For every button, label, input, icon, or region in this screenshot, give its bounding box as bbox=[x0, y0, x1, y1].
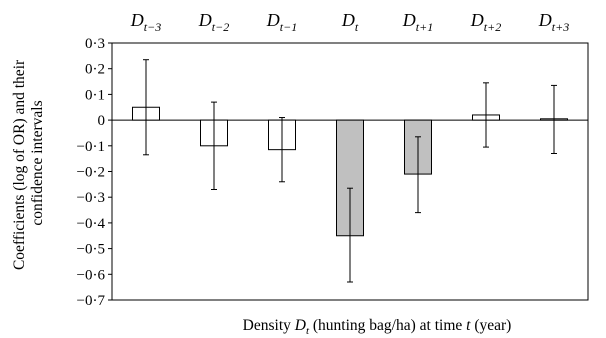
category-label-base: D bbox=[266, 10, 280, 30]
y-tick-label: −0·6 bbox=[77, 267, 106, 283]
category-label-base: D bbox=[538, 10, 552, 30]
category-label-sub: t+2 bbox=[484, 20, 501, 34]
category-label: Dt−1 bbox=[266, 10, 297, 34]
x-axis-title-var2: t bbox=[466, 317, 471, 334]
error-bar bbox=[143, 59, 149, 156]
category-label-sub: t+1 bbox=[416, 20, 433, 34]
x-axis-title-var: D bbox=[294, 317, 306, 334]
y-tick-label: −0·5 bbox=[77, 242, 105, 258]
error-bar bbox=[279, 117, 285, 183]
y-axis-title: Coefficients (log of OR) and their confi… bbox=[11, 56, 46, 270]
category-label-base: D bbox=[470, 10, 484, 30]
error-bar bbox=[551, 84, 557, 155]
category-labels: Dt−3 Dt−2 Dt−1 Dt Dt+1 Dt+2 Dt+3 bbox=[130, 10, 569, 34]
category-label: Dt+2 bbox=[470, 10, 501, 34]
category-label: Dt+1 bbox=[402, 10, 433, 34]
category-label: Dt−2 bbox=[198, 10, 229, 34]
category-label-sub: t bbox=[355, 20, 359, 34]
y-tick-label: −0·4 bbox=[77, 216, 106, 232]
y-tick-label: 0·1 bbox=[85, 87, 105, 103]
category-label-base: D bbox=[402, 10, 416, 30]
x-axis-title-part1: Density bbox=[243, 317, 295, 334]
y-tick-label: −0·1 bbox=[77, 139, 105, 155]
category-label-sub: t+3 bbox=[552, 20, 569, 34]
category-label-base: D bbox=[198, 10, 212, 30]
y-tick-label: 0·2 bbox=[85, 62, 105, 78]
category-label-sub: t−2 bbox=[212, 20, 229, 34]
category-label-sub: t−3 bbox=[144, 20, 161, 34]
y-axis-title-line1: Coefficients (log of OR) and their bbox=[11, 59, 28, 270]
category-label-sub: t−1 bbox=[280, 20, 297, 34]
y-tick-label: −0·3 bbox=[77, 190, 105, 206]
x-axis-title: Density Dt (hunting bag/ha) at time t (y… bbox=[243, 317, 512, 337]
category-label-base: D bbox=[341, 10, 355, 30]
y-axis-title-line2: confidence intervals bbox=[29, 100, 46, 225]
error-bars bbox=[143, 59, 557, 283]
error-bar bbox=[347, 187, 353, 283]
error-bar bbox=[211, 101, 217, 190]
y-tick-label: 0 bbox=[98, 113, 106, 129]
y-axis: 0·3 0·2 0·1 0 −0·1 −0·2 −0·3 −0·4 −0·5 −0·6 −0·7 bbox=[77, 36, 112, 309]
category-label: Dt−3 bbox=[130, 10, 161, 34]
y-tick-label: 0·3 bbox=[85, 36, 105, 52]
y-tick-label: −0·7 bbox=[77, 293, 106, 309]
x-axis-title-part2: (hunting bag/ha) at time bbox=[309, 317, 466, 334]
x-axis-title-sub: t bbox=[306, 325, 310, 337]
x-axis-title-part3: (year) bbox=[470, 317, 511, 334]
error-bar bbox=[483, 82, 489, 148]
category-label: Dt+3 bbox=[538, 10, 569, 34]
category-label: Dt bbox=[341, 10, 359, 34]
category-label-base: D bbox=[130, 10, 144, 30]
error-bar bbox=[415, 136, 421, 214]
y-tick-label: −0·2 bbox=[77, 165, 105, 181]
